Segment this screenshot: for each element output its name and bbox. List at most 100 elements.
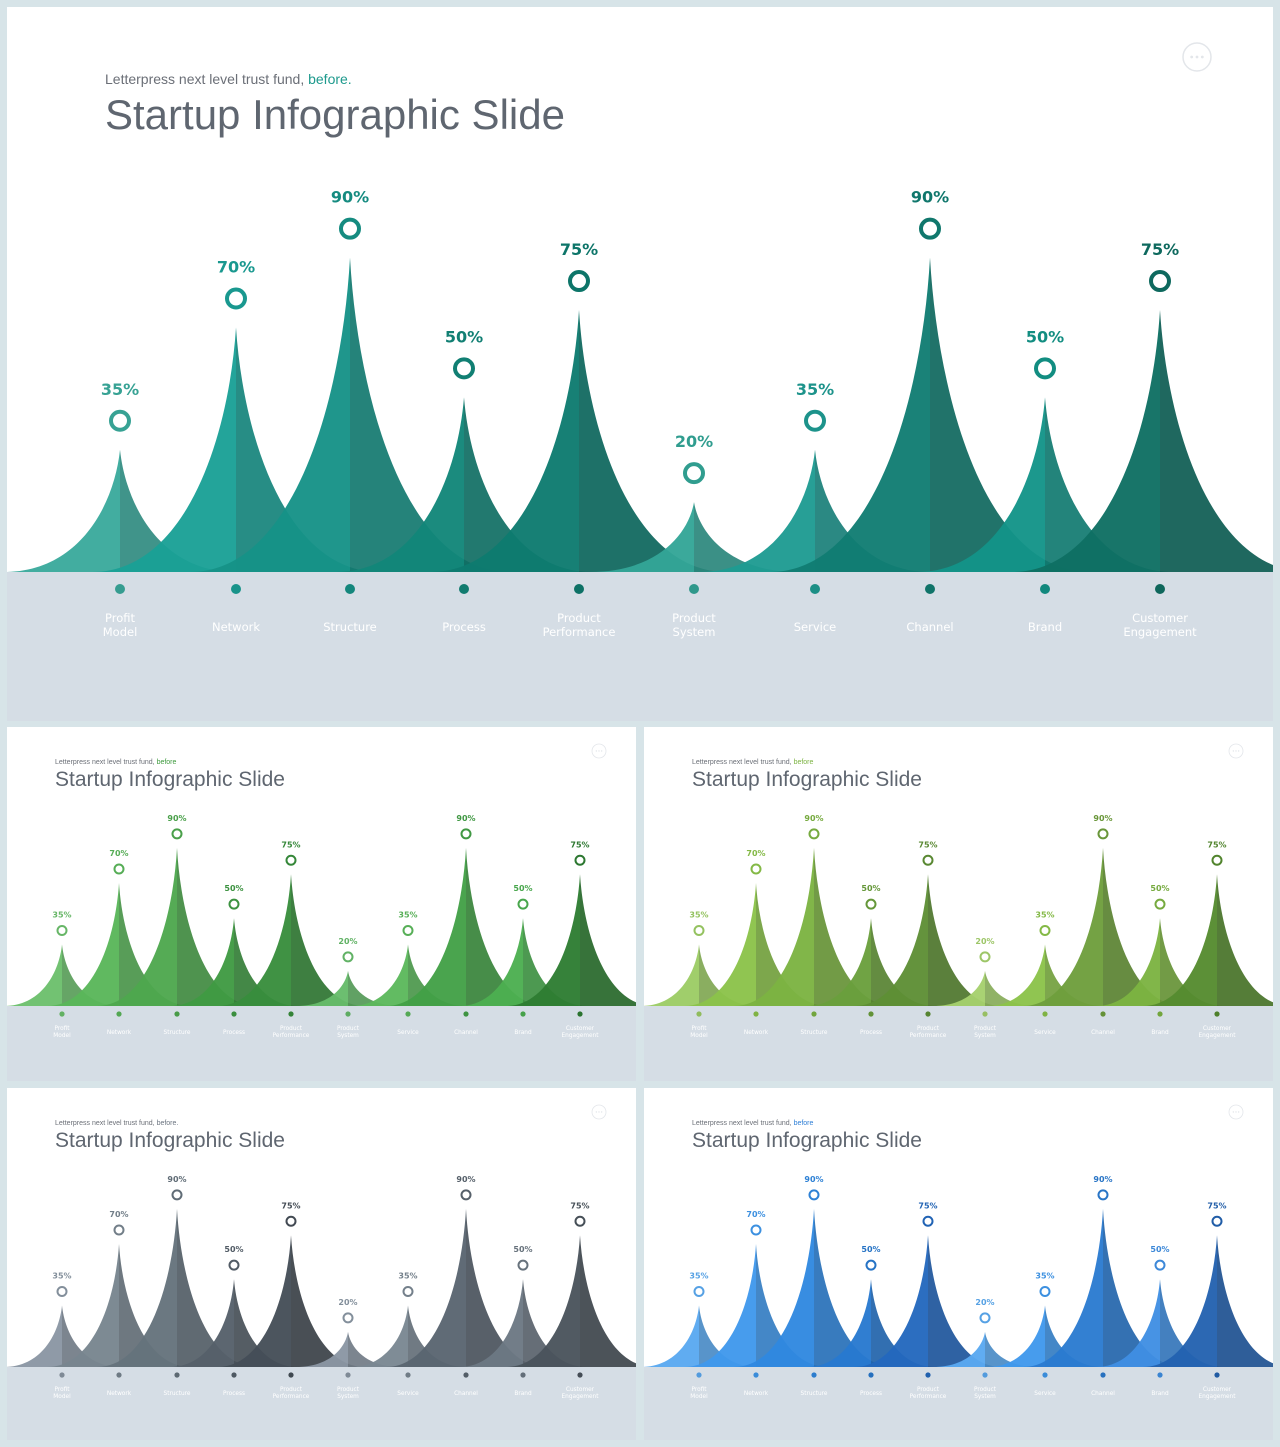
- more-horizontal-icon[interactable]: [591, 743, 607, 759]
- peak-5: [854, 1235, 1002, 1367]
- peak-right-face: [466, 1208, 546, 1367]
- peak-right-face: [348, 1331, 400, 1367]
- peak-left-face: [933, 1331, 985, 1367]
- category-dot-2: [231, 584, 241, 594]
- category-label-10: Customer Engagement: [562, 1026, 600, 1039]
- category-dot-4: [868, 1372, 874, 1378]
- category-label-10: Customer Engagement: [1199, 1026, 1237, 1039]
- peak-left-face: [644, 1305, 699, 1367]
- value-marker-8: [919, 217, 941, 240]
- subtitle-accent: before: [794, 1120, 814, 1127]
- peak-8: [386, 847, 546, 1006]
- category-dot-5: [574, 584, 584, 594]
- peak-right-face: [62, 1305, 120, 1367]
- value-label-5: 75%: [281, 840, 300, 849]
- value-marker-9: [1154, 898, 1166, 910]
- peak-left-face: [917, 397, 1045, 572]
- category-label-5: Product Performance: [543, 611, 616, 639]
- category-label-6: Product System: [672, 611, 716, 639]
- value-marker-10: [1211, 854, 1223, 866]
- peak-left-face: [97, 1208, 177, 1367]
- more-horizontal-icon[interactable]: [591, 1104, 607, 1120]
- peak-left-face: [296, 970, 348, 1006]
- peak-left-face: [1143, 1235, 1217, 1367]
- slide-subtitle: Letterpress next level trust fund, befor…: [55, 1120, 178, 1127]
- slide-slate: Letterpress next level trust fund, befor…: [7, 1088, 636, 1440]
- slide-title: Startup Infographic Slide: [105, 91, 565, 138]
- peak-right-face: [871, 918, 935, 1006]
- peak-9: [459, 918, 587, 1006]
- value-label-2: 70%: [217, 258, 255, 277]
- category-label-6: Product System: [337, 1026, 360, 1039]
- peak-right-face: [694, 502, 798, 572]
- peak-4: [170, 1279, 298, 1367]
- value-marker-6: [979, 951, 991, 963]
- peak-right-face: [464, 397, 592, 572]
- category-dot-2: [753, 1372, 759, 1378]
- chart-svg: Letterpress next level trust fund, befor…: [7, 743, 636, 1081]
- peak-left-face: [1143, 874, 1217, 1006]
- peak-2: [684, 1244, 828, 1367]
- category-label-3: Structure: [323, 620, 377, 634]
- value-label-1: 35%: [689, 911, 708, 920]
- peak-right-face: [1217, 1235, 1273, 1367]
- category-dot-9: [1157, 1011, 1163, 1017]
- peak-right-face: [119, 1244, 191, 1367]
- subtitle-accent: before.: [157, 1120, 179, 1127]
- more-horizontal-icon[interactable]: [1182, 42, 1212, 72]
- value-label-3: 90%: [167, 1175, 186, 1184]
- slide-title: Startup Infographic Slide: [692, 768, 922, 791]
- peak-left-face: [1012, 310, 1160, 572]
- slide-green: Letterpress next level trust fund, befor…: [7, 727, 636, 1081]
- category-label-9: Brand: [514, 1030, 532, 1036]
- peak-left-face: [1096, 918, 1160, 1006]
- category-label-8: Channel: [454, 1030, 478, 1036]
- category-label-9: Brand: [1028, 620, 1062, 634]
- value-label-10: 75%: [1141, 240, 1179, 259]
- peak-5: [217, 1235, 365, 1367]
- category-label-2: Network: [107, 1391, 132, 1397]
- value-label-10: 75%: [570, 1201, 589, 1210]
- value-marker-9: [517, 1259, 529, 1271]
- category-label-7: Service: [794, 620, 837, 634]
- peak-right-face: [291, 874, 365, 1006]
- value-label-7: 35%: [1035, 911, 1054, 920]
- peak-right-face: [756, 883, 828, 1006]
- peak-right-face: [1103, 847, 1183, 1006]
- category-label-5: Product Performance: [910, 1026, 947, 1039]
- more-horizontal-icon[interactable]: [1228, 743, 1244, 759]
- value-label-1: 35%: [52, 1272, 71, 1281]
- peak-left-face: [1096, 1279, 1160, 1367]
- category-label-2: Network: [744, 1030, 769, 1036]
- category-dot-1: [696, 1372, 702, 1378]
- peak-10: [506, 874, 636, 1006]
- peak-left-face: [97, 847, 177, 1006]
- category-label-4: Process: [223, 1030, 245, 1036]
- value-marker-5: [568, 270, 590, 293]
- slide-subtitle: Letterpress next level trust fund, befor…: [692, 759, 814, 766]
- peak-left-face: [506, 874, 580, 1006]
- peak-2: [684, 883, 828, 1006]
- peak-left-face: [734, 847, 814, 1006]
- more-horizontal-icon[interactable]: [1228, 1104, 1244, 1120]
- peak-left-face: [1023, 847, 1103, 1006]
- category-label-7: Service: [397, 1391, 419, 1397]
- category-label-7: Service: [1034, 1391, 1056, 1397]
- peak-right-face: [814, 847, 894, 1006]
- category-dot-10: [1214, 1011, 1220, 1017]
- category-label-10: Customer Engagement: [1123, 611, 1197, 639]
- peak-9: [917, 397, 1173, 572]
- category-dot-1: [115, 584, 125, 594]
- slide-title: Startup Infographic Slide: [692, 1129, 922, 1152]
- peak-left-face: [459, 1279, 523, 1367]
- category-label-10: Customer Engagement: [1199, 1387, 1237, 1400]
- slide-subtitle: Letterpress next level trust fund, befor…: [55, 759, 177, 766]
- peak-1: [7, 449, 236, 572]
- peak-right-face: [985, 1331, 1037, 1367]
- value-marker-5: [285, 854, 297, 866]
- peak-left-face: [1023, 1208, 1103, 1367]
- value-marker-4: [453, 357, 475, 380]
- category-dot-3: [811, 1372, 817, 1378]
- value-marker-2: [750, 863, 762, 875]
- category-dot-6: [982, 1372, 988, 1378]
